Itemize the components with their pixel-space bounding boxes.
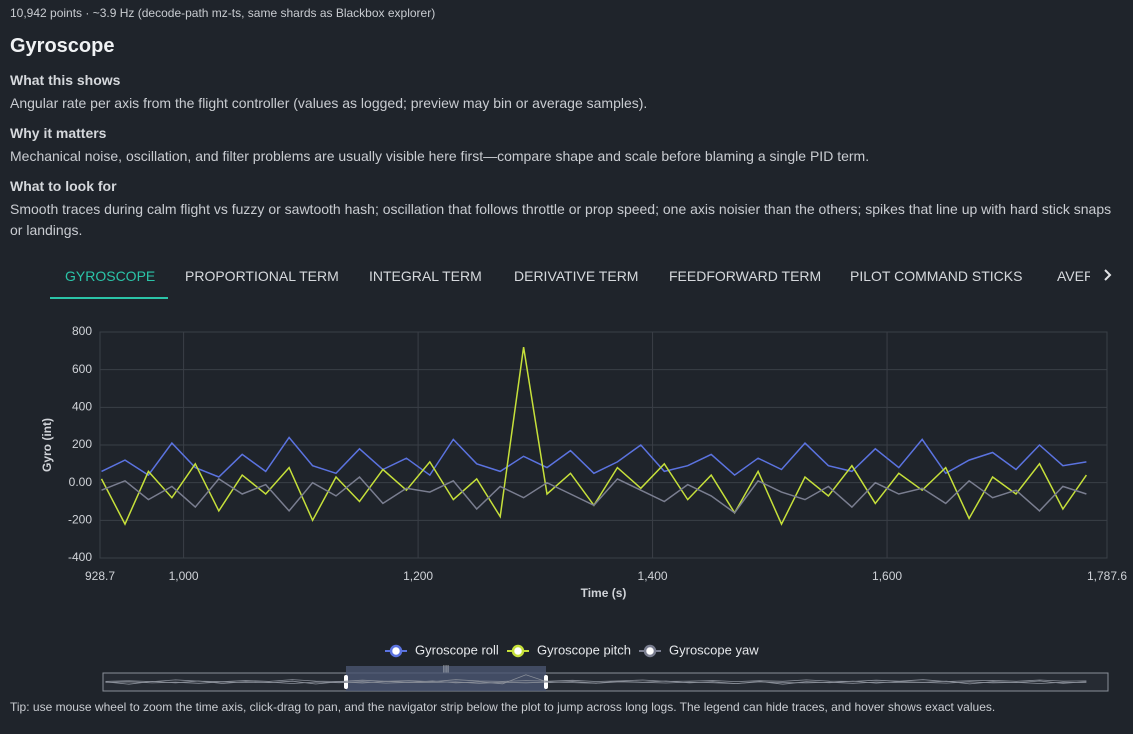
series-line [100, 346, 1088, 526]
x-tick-label: 1,000 [169, 569, 199, 583]
tab[interactable]: GYROSCOPE [65, 268, 156, 284]
x-tick-label: 1,600 [872, 569, 902, 583]
navigator-line [105, 679, 1087, 683]
tab[interactable]: PROPORTIONAL TERM [185, 268, 339, 284]
legend-marker [643, 644, 657, 658]
tab[interactable]: FEEDFORWARD TERM [669, 268, 822, 284]
y-tick-label: -200 [68, 513, 92, 527]
heading: What to look for [10, 178, 117, 194]
legend-marker [389, 644, 403, 658]
paragraph: Mechanical noise, oscillation, and filte… [10, 148, 870, 164]
y-tick-label: 400 [72, 400, 92, 414]
x-tick-label: 1,400 [638, 569, 668, 583]
navigator-line [105, 681, 1087, 685]
y-tick-label: 0.00 [69, 475, 93, 489]
y-tick-label: 600 [72, 362, 92, 376]
navigator-grip: ||| [443, 664, 449, 673]
tab[interactable]: PILOT COMMAND STICKS [850, 268, 1023, 284]
tab-scroll-arrow[interactable] [1104, 269, 1112, 281]
paragraph: Smooth traces during calm flight vs fuzz… [10, 201, 1112, 238]
series-line [101, 475, 1087, 514]
heading: What this shows [10, 72, 121, 88]
x-tick-label: 928.7 [85, 569, 115, 583]
paragraph: Angular rate per axis from the flight co… [10, 95, 648, 111]
heading: Why it matters [10, 125, 107, 141]
title: Gyroscope [10, 35, 115, 57]
tab-bar: GYROSCOPE PROPORTIONAL TERM INTEGRAL TER… [50, 258, 1090, 302]
y-tick-label: 800 [72, 324, 92, 338]
navigator-window[interactable] [346, 666, 546, 691]
tab[interactable]: DERIVATIVE TERM [514, 268, 639, 284]
series-line [101, 436, 1087, 478]
tab[interactable]: INTEGRAL TERM [369, 268, 482, 284]
y-tick-label: 200 [72, 437, 92, 451]
legend-label[interactable]: Gyroscope roll [415, 642, 499, 657]
active-underline [50, 297, 168, 299]
legend-label[interactable]: Gyroscope pitch [537, 642, 631, 657]
x-tick-label: 1,787.6 [1087, 569, 1127, 583]
x-tick-label: 1,200 [403, 569, 433, 583]
y-axis-label: Gyro (int) [40, 418, 54, 472]
legend-label[interactable]: Gyroscope yaw [669, 642, 759, 657]
y-tick-label: -400 [68, 550, 92, 564]
legend-marker [511, 644, 525, 658]
tab[interactable]: AVER [1057, 268, 1090, 284]
meta: 10,942 points · ~3.9 Hz (decode-path mz-… [10, 6, 436, 20]
tip: Tip: use mouse wheel to zoom the time ax… [10, 700, 996, 714]
x-axis-label: Time (s) [581, 586, 627, 600]
